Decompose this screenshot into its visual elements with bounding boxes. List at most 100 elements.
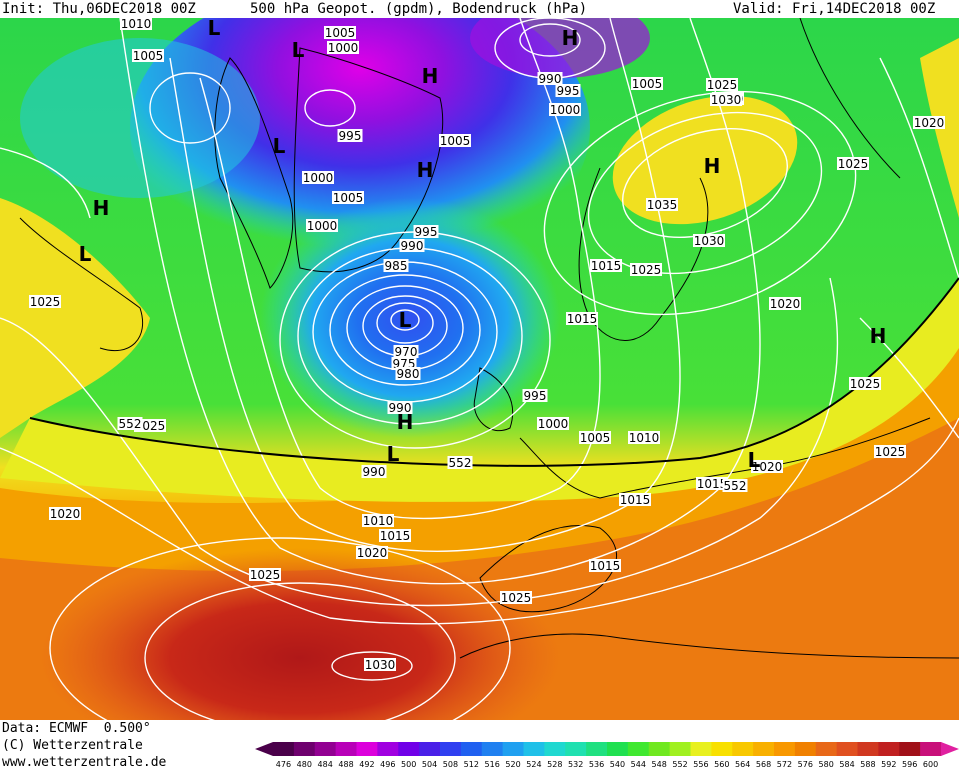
- colorbar-tick: 520: [505, 760, 520, 769]
- svg-text:995: 995: [557, 84, 580, 98]
- svg-text:1000: 1000: [328, 41, 359, 55]
- svg-text:552: 552: [449, 456, 472, 470]
- colorbar-swatch: [794, 742, 817, 756]
- pressure-label: 1000: [306, 219, 338, 233]
- colorbar-swatch: [607, 742, 629, 756]
- svg-text:1010: 1010: [363, 514, 394, 528]
- pressure-label: 1025: [249, 568, 281, 582]
- svg-text:1025: 1025: [250, 568, 281, 582]
- pressure-label: 1020: [751, 460, 783, 474]
- pressure-label: 1035: [646, 198, 678, 212]
- pressure-label: 990: [387, 401, 413, 415]
- colorbar-tick: 512: [464, 760, 479, 769]
- high-pressure-center: H: [870, 324, 887, 348]
- colorbar-swatch: [460, 742, 483, 756]
- svg-text:980: 980: [397, 367, 420, 381]
- colorbar-tick: 524: [526, 760, 541, 769]
- svg-text:552: 552: [724, 479, 747, 493]
- pressure-label: 985: [383, 259, 409, 273]
- colorbar-tick: 568: [756, 760, 771, 769]
- pressure-label: 1020: [49, 507, 81, 521]
- low-pressure-center: L: [273, 134, 286, 158]
- colorbar-swatch: [690, 742, 712, 756]
- pressure-label: 1000: [549, 103, 581, 117]
- pressure-label: 995: [413, 225, 439, 239]
- colorbar-swatch: [335, 742, 357, 756]
- colorbar-swatch: [732, 742, 754, 756]
- subtropical-ridge: [40, 548, 560, 720]
- pressure-label: 1010: [362, 514, 394, 528]
- svg-text:1015: 1015: [620, 493, 651, 507]
- pressure-label: 1010: [628, 431, 660, 445]
- svg-text:1020: 1020: [50, 507, 81, 521]
- colorbar-swatch: [815, 742, 838, 756]
- colorbar-swatch: [586, 742, 608, 756]
- high-pressure-center: H: [417, 158, 434, 182]
- colorbar-tick: 516: [485, 760, 500, 769]
- svg-text:1015: 1015: [591, 259, 622, 273]
- pressure-label: 1000: [302, 171, 334, 185]
- colorbar-tick: 580: [819, 760, 834, 769]
- svg-text:1020: 1020: [357, 546, 388, 560]
- svg-text:1025: 1025: [631, 263, 662, 277]
- colorbar-swatch: [398, 742, 420, 756]
- svg-text:1035: 1035: [647, 198, 678, 212]
- pressure-label: 995: [522, 389, 548, 403]
- low-pressure-center: L: [292, 38, 305, 62]
- colorbar-swatch: [878, 742, 900, 756]
- svg-text:1000: 1000: [538, 417, 569, 431]
- colorbar-swatch: [314, 742, 337, 756]
- pressure-label: 970: [393, 345, 419, 359]
- pressure-label: 552: [117, 417, 143, 431]
- colorbar-swatch: [920, 742, 942, 756]
- pressure-label: 1005: [324, 26, 356, 40]
- contour-552: [29, 277, 959, 467]
- colorbar-tick: 560: [714, 760, 729, 769]
- colorbar-swatch: [648, 742, 671, 756]
- pressure-label: 1025: [706, 78, 738, 92]
- svg-text:1020: 1020: [914, 116, 945, 130]
- low-pressure-center: L: [748, 448, 761, 472]
- high-pressure-center: H: [704, 154, 721, 178]
- svg-text:990: 990: [363, 465, 386, 479]
- svg-text:1020: 1020: [752, 460, 783, 474]
- colorbar-swatch: [836, 742, 858, 756]
- pressure-label: 1005: [579, 431, 611, 445]
- svg-text:1015: 1015: [380, 529, 411, 543]
- svg-text:1000: 1000: [303, 171, 334, 185]
- yellow-band: [0, 278, 959, 502]
- svg-text:1015: 1015: [567, 312, 598, 326]
- colorbar-swatch: [899, 742, 921, 756]
- svg-text:1010: 1010: [629, 431, 660, 445]
- pressure-label: 1025: [500, 591, 532, 605]
- pressure-label: 1025: [849, 377, 881, 391]
- colorbar-tick: 548: [652, 760, 667, 769]
- pressure-label: 1025: [837, 157, 869, 171]
- svg-text:1025: 1025: [875, 445, 906, 459]
- high-pressure-center: H: [397, 410, 414, 434]
- svg-text:1025: 1025: [838, 157, 869, 171]
- website: www.wetterzentrale.de: [2, 755, 167, 770]
- pressure-label: 1010: [120, 18, 152, 31]
- colorbar-tick: 588: [860, 760, 875, 769]
- pressure-label: 1025: [874, 445, 906, 459]
- colorbar-swatch: [857, 742, 879, 756]
- pressure-label: 1020: [913, 116, 945, 130]
- colorbar-tick: 480: [297, 760, 312, 769]
- pressure-label: 1005: [439, 134, 471, 148]
- svg-text:1030: 1030: [711, 93, 742, 107]
- colorbar-swatch: [711, 742, 733, 756]
- colorbar-tick: 504: [422, 760, 437, 769]
- colorbar-swatch: [565, 742, 587, 756]
- svg-text:1025: 1025: [501, 591, 532, 605]
- colorbar-tick: 556: [693, 760, 708, 769]
- pressure-label: 1015: [379, 529, 411, 543]
- pressure-label: 1005: [132, 49, 164, 63]
- pressure-label: 1000: [327, 41, 359, 55]
- pressure-label: 1005: [332, 191, 364, 205]
- svg-text:1005: 1005: [333, 191, 364, 205]
- colorbar-tick: 528: [547, 760, 562, 769]
